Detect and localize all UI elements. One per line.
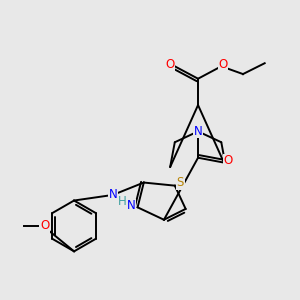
Text: S: S (177, 176, 184, 189)
Text: N: N (194, 125, 203, 138)
Text: O: O (166, 58, 175, 71)
Text: H: H (118, 195, 127, 208)
Text: N: N (108, 188, 117, 201)
Text: O: O (224, 154, 233, 167)
Text: O: O (218, 58, 227, 71)
Text: N: N (127, 199, 136, 212)
Text: O: O (40, 219, 49, 232)
